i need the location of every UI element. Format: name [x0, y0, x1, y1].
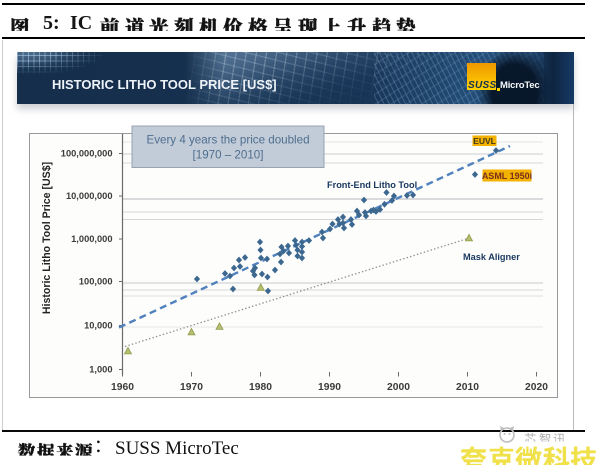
svg-text:Mask Aligner: Mask Aligner: [463, 252, 520, 262]
svg-text:1970: 1970: [180, 382, 203, 393]
svg-text:1980: 1980: [249, 382, 272, 393]
svg-text:10,000,000: 10,000,000: [66, 191, 113, 201]
svg-text:2000: 2000: [387, 382, 410, 393]
svg-text:100,000,000: 100,000,000: [61, 149, 113, 159]
svg-text:1,000: 1,000: [89, 365, 112, 375]
svg-text:EUVL: EUVL: [473, 136, 496, 146]
svg-text:100,000: 100,000: [79, 277, 113, 287]
svg-text:1990: 1990: [318, 382, 341, 393]
svg-text:Front-End Litho Tool: Front-End Litho Tool: [327, 180, 417, 190]
svg-text:1,000,000: 1,000,000: [71, 234, 112, 244]
svg-text:2020: 2020: [525, 382, 548, 393]
svg-text:ASML 1950i: ASML 1950i: [482, 171, 532, 181]
svg-text:2010: 2010: [456, 382, 479, 393]
svg-text:[1970 – 2010]: [1970 – 2010]: [193, 149, 264, 162]
svg-text:10,000: 10,000: [84, 321, 112, 331]
svg-text:Every 4 years the price double: Every 4 years the price doubled: [146, 134, 309, 147]
svg-text:1960: 1960: [111, 382, 134, 393]
